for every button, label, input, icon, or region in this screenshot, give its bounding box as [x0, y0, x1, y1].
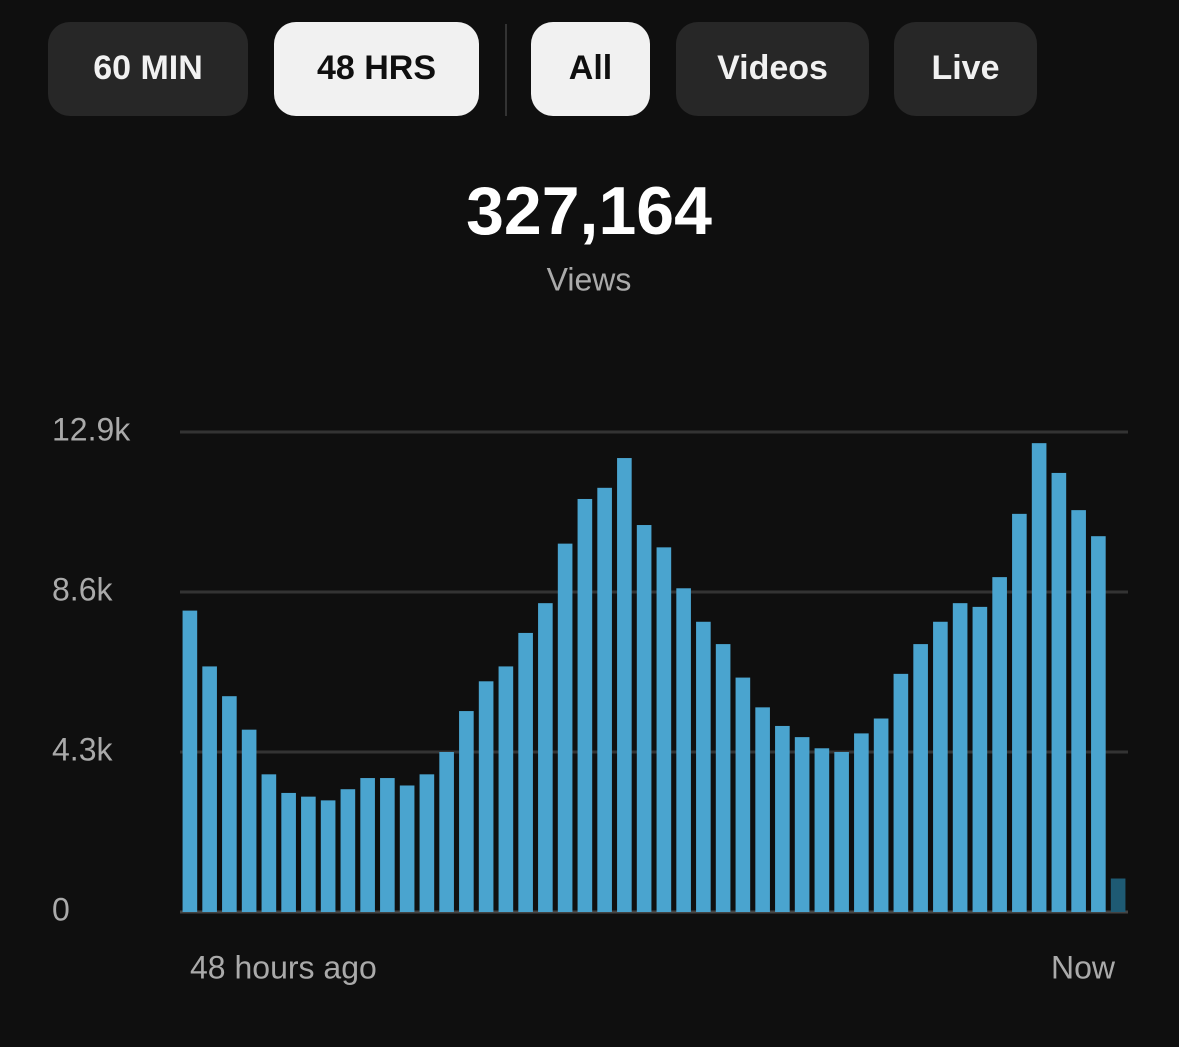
bar: [478, 681, 494, 912]
bar: [617, 458, 632, 912]
filter-label[interactable]: Live: [931, 49, 999, 87]
bar: [873, 718, 889, 912]
bar: [1091, 536, 1106, 912]
bar: [715, 644, 731, 912]
bar: [636, 525, 652, 912]
bar: [775, 725, 790, 912]
total-views: 327,164: [466, 173, 712, 249]
bar: [182, 610, 198, 912]
total-label: Views: [547, 261, 632, 297]
bar: [518, 632, 533, 912]
bar: [735, 677, 751, 912]
bar: [893, 673, 909, 912]
bar: [972, 606, 988, 912]
y-tick-label: 0: [52, 891, 70, 927]
filter-label[interactable]: 60 MIN: [93, 49, 203, 87]
bar: [755, 707, 770, 912]
y-tick-label: 8.6k: [52, 571, 113, 607]
filter-label[interactable]: Videos: [717, 49, 828, 87]
filter-button[interactable]: [531, 22, 650, 116]
bar: [1051, 472, 1067, 912]
bar: [459, 711, 474, 912]
bar: [913, 644, 928, 912]
bar: [281, 792, 296, 912]
bar: [222, 696, 237, 912]
filter-label[interactable]: All: [569, 49, 612, 87]
bar: [933, 621, 948, 912]
bar: [360, 778, 375, 912]
bar: [261, 774, 277, 912]
bar: [498, 666, 514, 912]
x-tick-label: Now: [1051, 949, 1116, 985]
bar: [814, 748, 830, 912]
filter-label[interactable]: 48 HRS: [317, 49, 436, 87]
bar: [419, 774, 435, 912]
bar: [834, 752, 849, 912]
filter-button[interactable]: [274, 22, 479, 116]
bar: [1031, 443, 1047, 912]
filter-button[interactable]: [894, 22, 1037, 116]
bar: [301, 796, 316, 912]
bar: [202, 666, 217, 912]
bar: [538, 603, 553, 912]
bar: [676, 588, 691, 912]
bar: [577, 498, 593, 912]
bar: [1071, 510, 1086, 912]
bar: [1012, 513, 1027, 912]
bar: [557, 543, 573, 912]
bar: [1110, 878, 1126, 912]
bar: [320, 800, 336, 912]
bar: [241, 729, 257, 912]
bar: [439, 752, 454, 912]
bar: [399, 785, 415, 912]
filter-button[interactable]: [676, 22, 869, 116]
bar: [656, 547, 672, 912]
y-tick-label: 12.9k: [52, 411, 131, 447]
bar: [952, 603, 968, 912]
bar: [696, 621, 711, 912]
bar: [992, 577, 1007, 912]
bar: [340, 789, 356, 912]
x-tick-label: 48 hours ago: [190, 949, 377, 985]
filter-button[interactable]: [48, 22, 248, 116]
y-tick-label: 4.3k: [52, 731, 113, 767]
bar: [380, 778, 395, 912]
bar: [854, 733, 869, 912]
bar: [794, 737, 810, 912]
bar: [597, 487, 612, 912]
